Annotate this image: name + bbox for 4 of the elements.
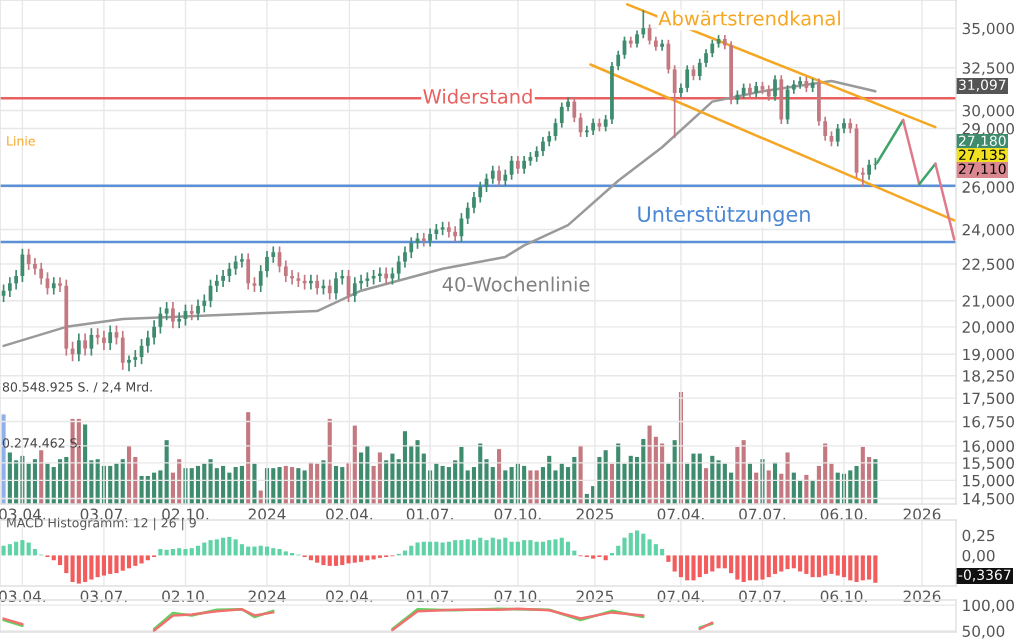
annotation: Abwärtstrendkanal [658,10,840,26]
annotation: 40-Wochenlinie [442,276,590,292]
ref-line-label: Widerstand [423,88,532,104]
annotation: Unterstützungen [638,205,810,227]
